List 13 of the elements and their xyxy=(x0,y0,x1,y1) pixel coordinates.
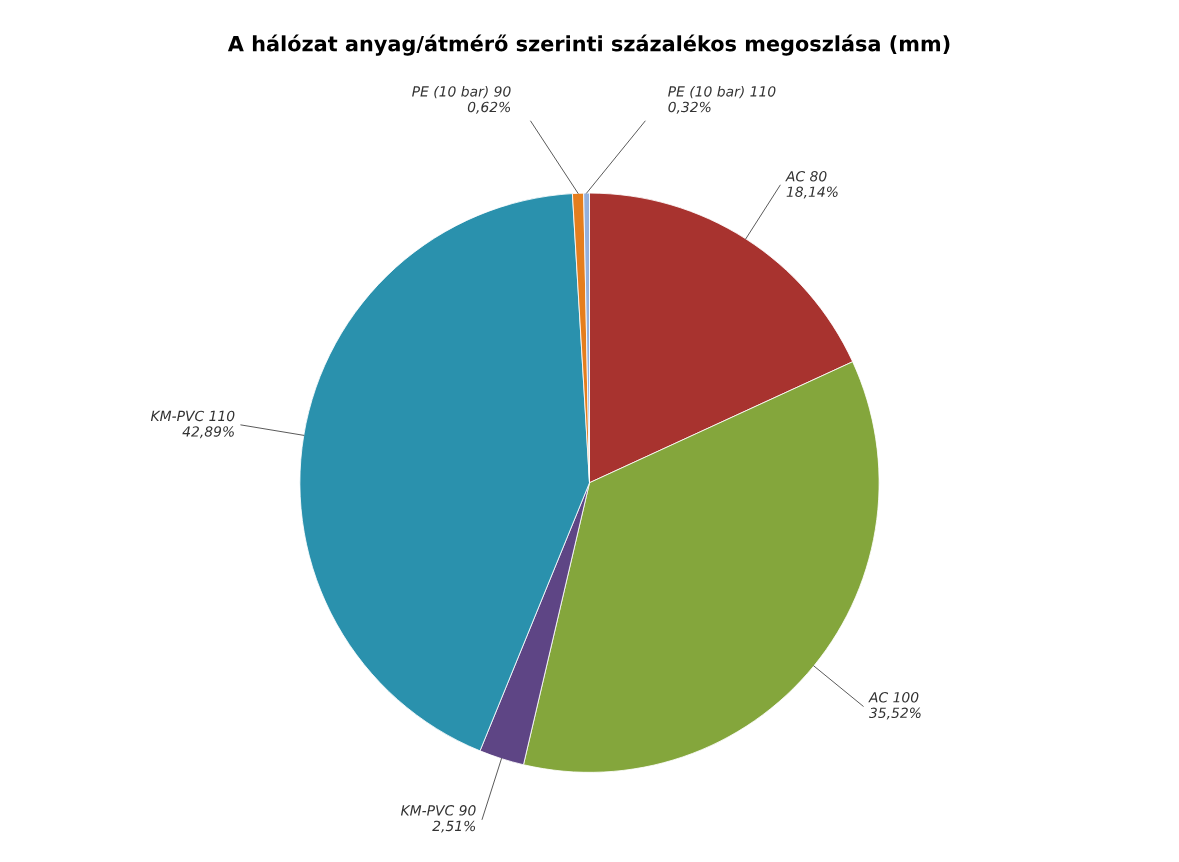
data-label: 35,52% xyxy=(868,707,921,720)
data-label: 0,32% xyxy=(668,101,711,114)
slice-label: AC 80 xyxy=(785,170,827,182)
slice-label: PE (10 bar) 110 xyxy=(668,85,776,99)
chart-title: A hálózat anyag/átmérő szerinti százalékos megoszlása (mm) xyxy=(227,34,950,56)
slice-label: PE (10 bar) 90 xyxy=(412,85,511,99)
data-label: 18,14% xyxy=(786,186,838,199)
slice-label: AC 100 xyxy=(868,691,919,703)
data-label: 0,62% xyxy=(467,101,511,114)
data-label: 2,51% xyxy=(432,820,476,833)
slice-label: KM-PVC 90 xyxy=(400,805,476,816)
slice-label: KM-PVC 110 xyxy=(150,410,235,422)
data-label: 42,89% xyxy=(182,426,234,439)
